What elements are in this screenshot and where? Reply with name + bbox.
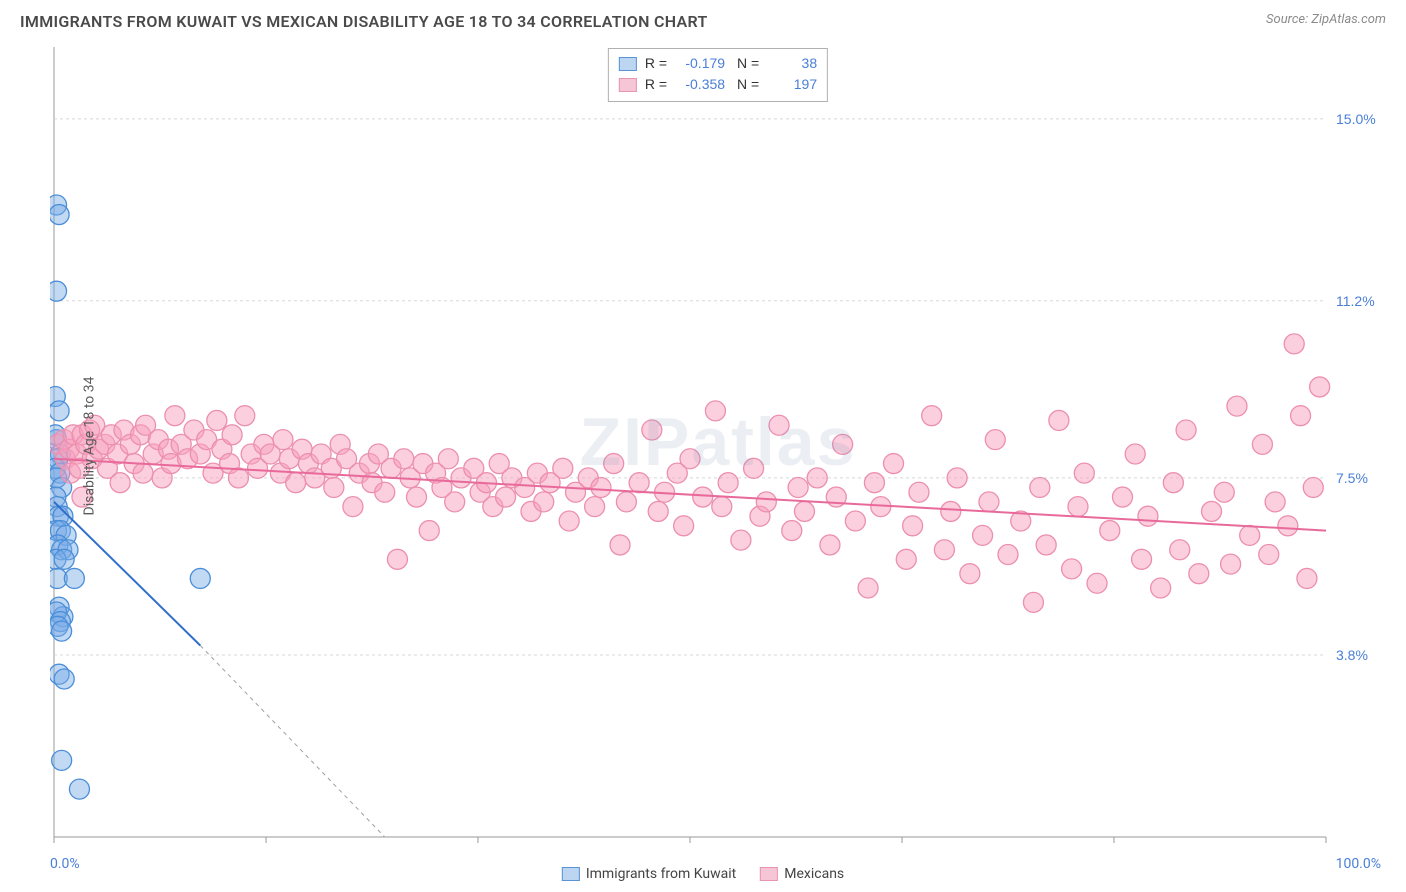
source-attribution: Source: ZipAtlas.com	[1266, 12, 1386, 27]
chart-area: Disability Age 18 to 34 ZIPatlas R = -0.…	[50, 45, 1386, 847]
stat-n-label: N =	[733, 74, 759, 95]
chart-title: IMMIGRANTS FROM KUWAIT VS MEXICAN DISABI…	[20, 12, 708, 31]
stat-r-label: R =	[645, 74, 667, 95]
stat-n-label: N =	[733, 53, 759, 74]
svg-text:7.5%: 7.5%	[1336, 470, 1368, 486]
bottom-legend: Immigrants from Kuwait Mexicans	[562, 866, 844, 882]
stats-row-kuwait: R = -0.179 N = 38	[619, 53, 817, 74]
swatch-mexicans-icon	[619, 78, 637, 92]
svg-text:15.0%: 15.0%	[1336, 111, 1376, 127]
legend-label: Mexicans	[784, 866, 844, 882]
scatter-plot-svg: 3.8% 7.5% 11.2% 15.0%	[50, 45, 1386, 845]
y-axis-label: Disability Age 18 to 34	[81, 377, 97, 516]
legend-item-mexicans: Mexicans	[760, 866, 844, 882]
stat-n-value: 38	[767, 53, 817, 74]
stat-r-value: -0.179	[675, 53, 725, 74]
x-axis-max-label: 100.0%	[1336, 856, 1381, 872]
swatch-mexicans-icon	[760, 867, 778, 881]
legend-label: Immigrants from Kuwait	[586, 866, 736, 882]
swatch-kuwait-icon	[562, 867, 580, 881]
svg-text:3.8%: 3.8%	[1336, 647, 1368, 663]
swatch-kuwait-icon	[619, 57, 637, 71]
stats-legend-box: R = -0.179 N = 38 R = -0.358 N = 197	[608, 48, 828, 102]
stat-r-value: -0.358	[675, 74, 725, 95]
legend-item-kuwait: Immigrants from Kuwait	[562, 866, 736, 882]
svg-text:11.2%: 11.2%	[1336, 293, 1375, 309]
stat-r-label: R =	[645, 53, 667, 74]
stats-row-mexicans: R = -0.358 N = 197	[619, 74, 817, 95]
x-axis-min-label: 0.0%	[50, 856, 80, 872]
stat-n-value: 197	[767, 74, 817, 95]
